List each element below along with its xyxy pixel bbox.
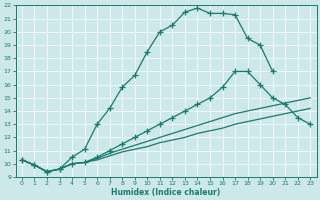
X-axis label: Humidex (Indice chaleur): Humidex (Indice chaleur): [111, 188, 221, 197]
